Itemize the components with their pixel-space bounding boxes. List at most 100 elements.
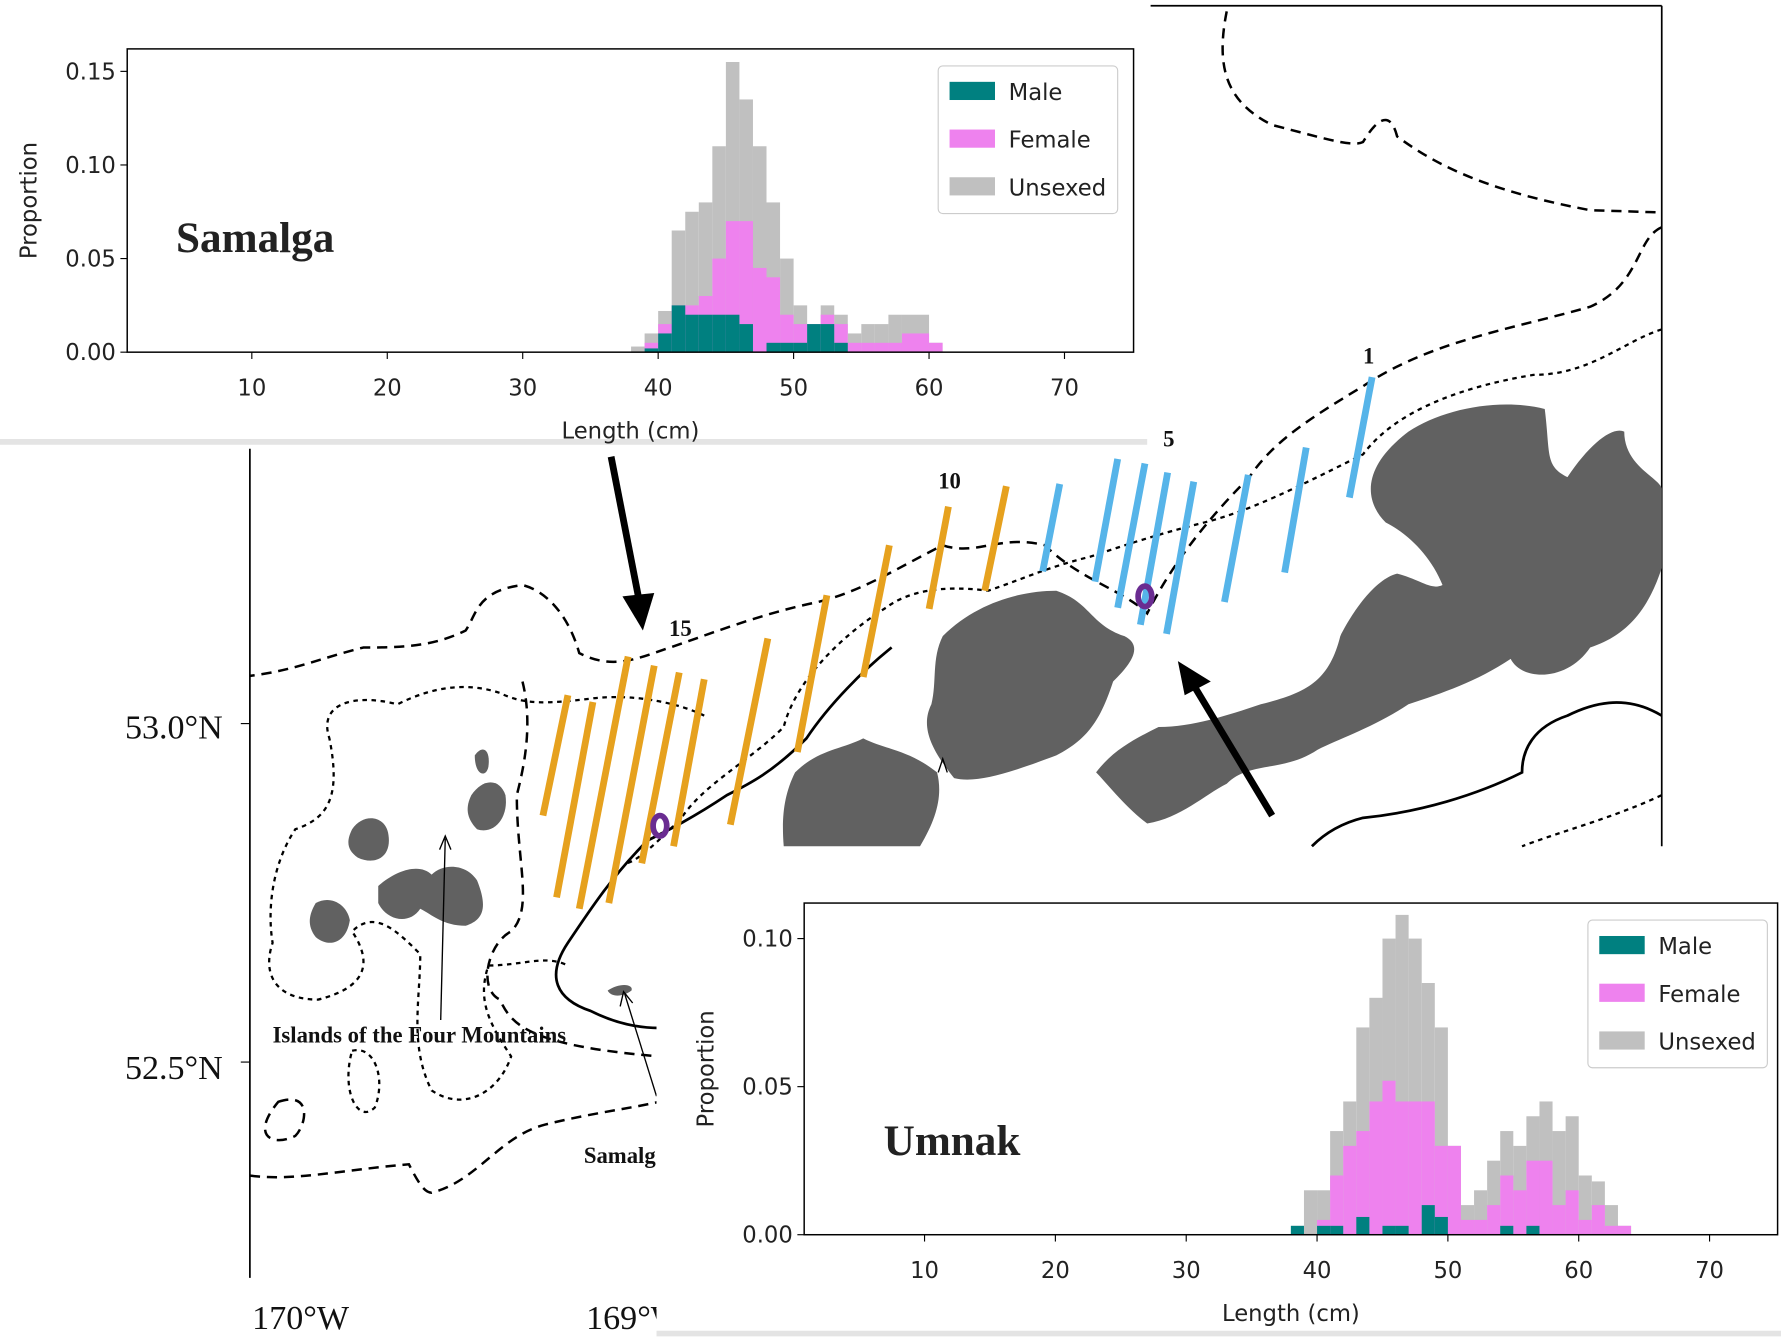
- bar: [1408, 1101, 1422, 1235]
- transect-label: 10: [938, 468, 961, 493]
- x-tick-label: 10: [910, 1258, 939, 1284]
- x-axis-label: Length (cm): [1222, 1301, 1360, 1327]
- transect-label: 15: [669, 616, 692, 641]
- bar: [739, 221, 753, 353]
- bar: [1382, 1225, 1396, 1235]
- legend-box: [937, 65, 1119, 215]
- bar: [1421, 1205, 1435, 1235]
- legend-label: Unsexed: [1658, 1030, 1756, 1056]
- bar: [1356, 1216, 1370, 1235]
- bar: [1500, 1175, 1514, 1235]
- bar: [1591, 1205, 1605, 1235]
- bar: [725, 314, 740, 353]
- bar: [1395, 1101, 1409, 1235]
- sample-site: [650, 583, 1155, 839]
- x-tick-label: 10: [237, 375, 266, 401]
- legend-label: Male: [1009, 80, 1063, 106]
- y-tick-label: 0.00: [742, 1223, 793, 1249]
- bar: [1303, 1190, 1318, 1235]
- y-tick-label: 0.15: [65, 59, 116, 85]
- bar: [1421, 1101, 1435, 1235]
- y-tick-label: 0.05: [65, 247, 116, 273]
- legend-box: [1587, 919, 1768, 1069]
- bar: [1460, 1219, 1475, 1235]
- arrow: [607, 456, 1276, 818]
- x-tick-label: 70: [1050, 375, 1079, 401]
- bar: [644, 342, 659, 353]
- x-tick-label: 30: [1172, 1258, 1201, 1284]
- island: [309, 404, 1662, 996]
- bar: [766, 342, 781, 353]
- x-axis-label: Length (cm): [561, 418, 699, 444]
- bar: [901, 333, 916, 353]
- contour-100m: [268, 328, 1663, 1114]
- x-tick-label: 20: [373, 375, 402, 401]
- bar: [807, 324, 821, 353]
- lon-label: 170°W: [252, 1300, 350, 1337]
- bar: [1474, 1219, 1488, 1235]
- bar: [644, 348, 659, 353]
- bar: [1317, 1225, 1331, 1235]
- bar: [1447, 1145, 1461, 1235]
- bar: [1330, 1175, 1344, 1235]
- bar: [847, 342, 862, 353]
- y-tick-label: 0.10: [742, 927, 793, 953]
- x-tick-label: 70: [1695, 1258, 1724, 1284]
- y-tick-label: 0.10: [65, 153, 116, 179]
- bar: [1290, 1225, 1304, 1235]
- legend-label: Female: [1009, 128, 1091, 154]
- bar: [698, 314, 713, 353]
- legend-swatch: [949, 129, 995, 148]
- lat-label: 53.0°N: [125, 709, 223, 746]
- bar: [685, 314, 699, 353]
- bar: [1434, 1145, 1448, 1235]
- lat-label: 52.5°N: [125, 1050, 223, 1087]
- transect-samalga: [539, 485, 1010, 910]
- legend-swatch: [949, 177, 995, 196]
- legend-swatch: [1599, 983, 1645, 1002]
- axes-frame: [126, 48, 1135, 353]
- bar: [671, 305, 686, 353]
- bar: [1552, 1205, 1566, 1235]
- bar: [1604, 1225, 1618, 1235]
- bar: [752, 267, 767, 353]
- bar: [1539, 1160, 1553, 1235]
- bar: [1356, 1131, 1370, 1235]
- annotation: Umnak: [884, 1118, 1021, 1165]
- annotation: Samalga: [176, 215, 334, 262]
- x-tick-label: 40: [644, 375, 673, 401]
- bar: [1526, 1225, 1540, 1235]
- bar: [834, 342, 848, 353]
- y-tick-label: 0.05: [742, 1075, 793, 1101]
- x-tick-label: 20: [1041, 1258, 1070, 1284]
- bar: [1617, 1225, 1632, 1235]
- y-tick-label: 0.00: [65, 340, 116, 366]
- bar: [712, 314, 726, 353]
- bar: [631, 346, 645, 353]
- bar: [915, 333, 930, 353]
- x-tick-label: 50: [779, 375, 808, 401]
- pointer: [438, 756, 948, 1097]
- bar: [861, 342, 875, 353]
- place-label: Samalga: [584, 1143, 668, 1168]
- bar: [1487, 1205, 1501, 1235]
- axes-frame: [803, 902, 1779, 1236]
- y-axis-label: Proportion: [16, 142, 42, 259]
- legend-label: Male: [1658, 934, 1712, 960]
- bar: [874, 342, 889, 353]
- transect-label: 1: [1363, 344, 1374, 369]
- bar: [793, 342, 808, 353]
- bar: [766, 277, 781, 353]
- bar: [739, 324, 753, 353]
- transect-umnak: [1039, 376, 1376, 635]
- bar: [1513, 1190, 1527, 1235]
- legend-label: Female: [1658, 982, 1740, 1008]
- bar: [1382, 1080, 1396, 1235]
- bar: [1500, 1225, 1514, 1235]
- place-label: Islands of the Four Mountains: [273, 1023, 567, 1048]
- bar: [888, 342, 902, 353]
- x-tick-label: 60: [1564, 1258, 1593, 1284]
- x-tick-label: 60: [915, 375, 944, 401]
- bar: [1526, 1160, 1540, 1235]
